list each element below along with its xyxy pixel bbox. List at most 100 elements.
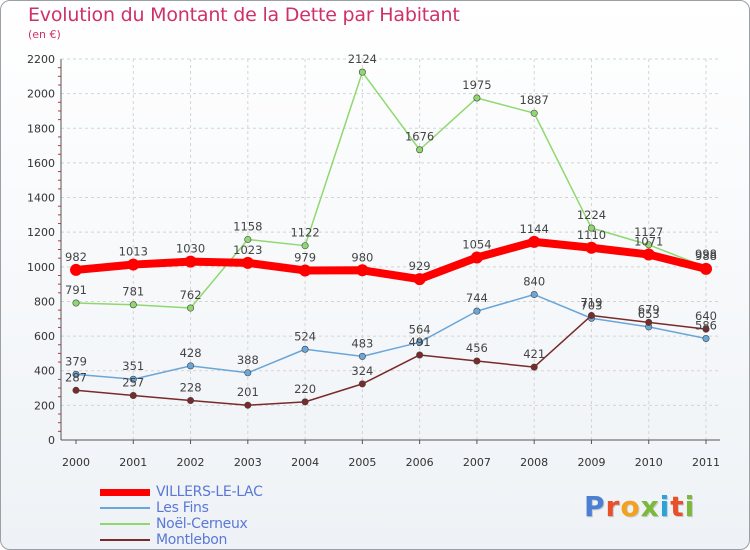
logo-letter: o bbox=[620, 490, 641, 523]
data-label: 980 bbox=[351, 250, 373, 264]
data-label: 762 bbox=[180, 288, 202, 302]
data-point bbox=[70, 263, 82, 276]
legend-item: Les Fins bbox=[100, 500, 263, 516]
data-point bbox=[413, 273, 426, 286]
y-tick-label: 400 bbox=[34, 365, 55, 378]
data-point bbox=[587, 224, 595, 232]
data-label: 653 bbox=[638, 307, 660, 321]
data-point bbox=[241, 256, 254, 269]
data-point bbox=[587, 311, 595, 319]
data-point bbox=[299, 264, 312, 277]
data-point bbox=[473, 307, 481, 315]
data-label: 201 bbox=[237, 385, 259, 399]
data-label: 1030 bbox=[176, 242, 205, 256]
proxiti-logo: Proxiti bbox=[584, 490, 695, 523]
data-point bbox=[700, 262, 712, 275]
x-tick-label: 2007 bbox=[463, 456, 491, 469]
data-label: 1054 bbox=[462, 237, 491, 251]
data-label: 781 bbox=[122, 285, 144, 299]
data-label: 388 bbox=[237, 353, 259, 367]
data-label: 2124 bbox=[348, 52, 377, 66]
data-label: 979 bbox=[294, 250, 316, 264]
series-line-1 bbox=[75, 293, 707, 380]
data-point bbox=[645, 241, 653, 249]
data-point bbox=[72, 299, 80, 307]
data-label: 679 bbox=[638, 302, 660, 316]
y-tick-label: 1800 bbox=[27, 122, 55, 135]
data-point bbox=[72, 370, 80, 378]
data-point bbox=[129, 375, 137, 383]
data-point bbox=[473, 357, 481, 365]
x-tick-label: 2004 bbox=[291, 456, 319, 469]
data-label: 1127 bbox=[634, 225, 663, 239]
data-point bbox=[473, 94, 481, 102]
y-tick-label: 0 bbox=[48, 434, 55, 447]
data-label: 840 bbox=[523, 275, 545, 289]
data-label: 998 bbox=[695, 247, 717, 261]
data-point bbox=[301, 398, 309, 406]
data-label: 744 bbox=[466, 291, 488, 305]
data-label: 1110 bbox=[577, 228, 606, 242]
legend-swatch bbox=[100, 488, 150, 496]
data-point bbox=[187, 362, 195, 370]
legend-swatch bbox=[100, 507, 150, 509]
data-point bbox=[416, 338, 424, 346]
data-point bbox=[530, 109, 538, 117]
legend-item: VILLERS-LE-LAC bbox=[100, 484, 263, 500]
data-point bbox=[358, 352, 366, 360]
data-label: 1158 bbox=[233, 219, 262, 233]
y-tick-label: 200 bbox=[34, 399, 55, 412]
data-label: 1887 bbox=[520, 93, 549, 107]
data-point bbox=[645, 318, 653, 326]
chart-title: Evolution du Montant de la Dette par Hab… bbox=[28, 4, 460, 26]
data-label: 351 bbox=[122, 359, 144, 373]
data-label: 1224 bbox=[577, 208, 606, 222]
y-tick-label: 1200 bbox=[27, 226, 55, 239]
x-tick-label: 2002 bbox=[177, 456, 205, 469]
data-label: 1013 bbox=[119, 245, 148, 259]
data-point bbox=[187, 304, 195, 312]
data-label: 982 bbox=[65, 250, 87, 264]
legend-label: VILLERS-LE-LAC bbox=[156, 484, 263, 500]
data-label: 287 bbox=[65, 370, 87, 384]
legend-item: Montlebon bbox=[100, 532, 263, 548]
y-tick-label: 1000 bbox=[27, 261, 55, 274]
data-label: 1122 bbox=[290, 226, 319, 240]
x-tick-label: 2003 bbox=[234, 456, 262, 469]
data-point bbox=[244, 369, 252, 377]
data-label: 1676 bbox=[405, 130, 434, 144]
x-tick-label: 2000 bbox=[62, 456, 90, 469]
data-label: 719 bbox=[580, 295, 602, 309]
data-point bbox=[244, 235, 252, 243]
data-label: 1023 bbox=[233, 243, 262, 257]
data-label: 257 bbox=[122, 375, 144, 389]
data-point bbox=[72, 386, 80, 394]
x-tick-label: 2009 bbox=[577, 456, 605, 469]
data-label: 791 bbox=[65, 283, 87, 297]
data-label: 428 bbox=[180, 346, 202, 360]
legend-swatch bbox=[100, 539, 150, 541]
legend-label: Noël-Cerneux bbox=[156, 516, 248, 532]
data-point bbox=[129, 301, 137, 309]
data-point bbox=[530, 291, 538, 299]
x-tick-label: 2011 bbox=[692, 456, 720, 469]
data-label: 379 bbox=[65, 354, 87, 368]
data-point bbox=[585, 241, 598, 254]
series-line-0 bbox=[72, 237, 710, 284]
data-label: 1975 bbox=[462, 78, 491, 92]
data-label: 640 bbox=[695, 309, 717, 323]
series-line-3 bbox=[75, 314, 707, 406]
data-point bbox=[129, 391, 137, 399]
x-tick-label: 2001 bbox=[119, 456, 147, 469]
data-label: 586 bbox=[695, 319, 717, 333]
data-point bbox=[642, 248, 655, 261]
data-point bbox=[416, 146, 424, 154]
data-point bbox=[187, 397, 195, 405]
data-point bbox=[416, 351, 424, 359]
series-line-2 bbox=[75, 71, 707, 309]
y-tick-label: 800 bbox=[34, 295, 55, 308]
data-label: 228 bbox=[180, 381, 202, 395]
data-label: 564 bbox=[409, 322, 431, 336]
data-point bbox=[358, 380, 366, 388]
